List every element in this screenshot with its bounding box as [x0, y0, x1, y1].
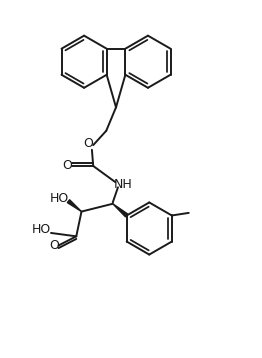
Polygon shape — [113, 204, 128, 217]
Text: HO: HO — [31, 223, 51, 236]
Text: O: O — [49, 239, 59, 252]
Text: O: O — [84, 137, 94, 150]
Polygon shape — [67, 200, 81, 212]
Text: NH: NH — [113, 178, 132, 191]
Text: HO: HO — [50, 192, 69, 205]
Text: O: O — [62, 159, 72, 173]
